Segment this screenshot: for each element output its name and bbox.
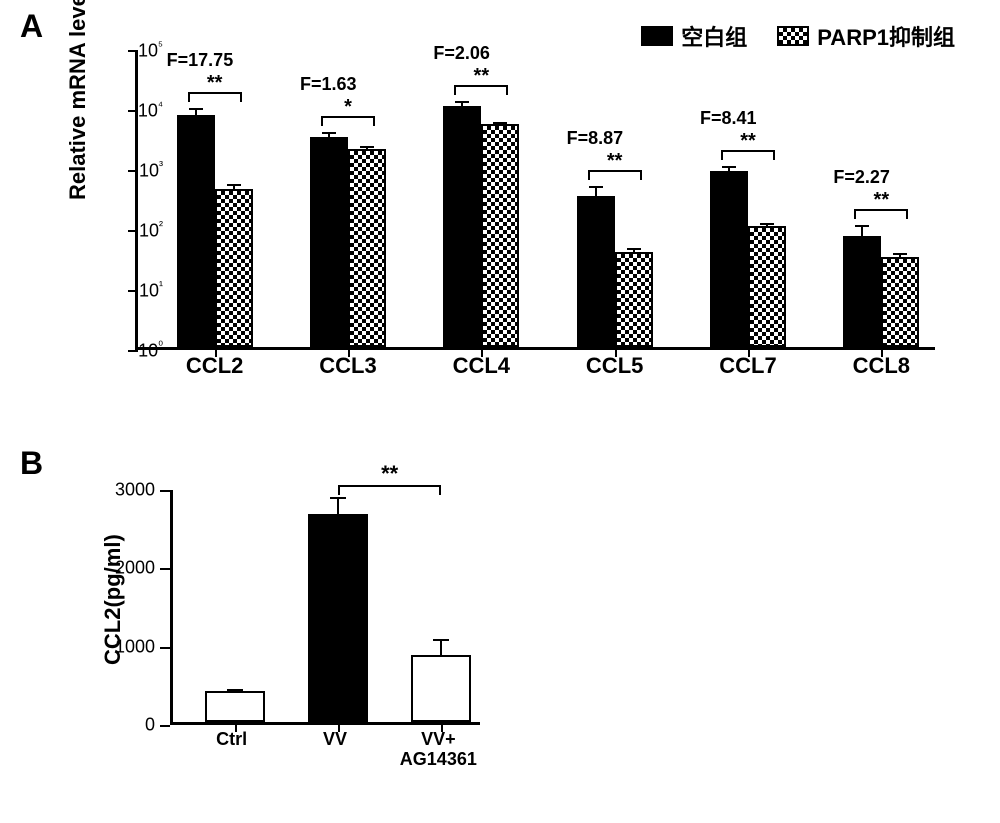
f-stat: F=2.27	[833, 167, 890, 188]
legend-label-blank: 空白组	[681, 20, 747, 52]
ytick	[128, 170, 138, 172]
bar	[205, 691, 265, 722]
legend-swatch-solid	[641, 26, 673, 46]
f-stat: F=8.41	[700, 108, 757, 129]
bar-parp1	[348, 149, 386, 347]
ytick-label: 0	[145, 715, 155, 736]
category-label: VV	[285, 730, 385, 750]
bar-parp1	[215, 189, 253, 347]
legend-label-parp1: PARP1抑制组	[817, 20, 955, 52]
legend-swatch-checker	[777, 26, 809, 46]
category-label: CCL3	[298, 353, 398, 379]
bar	[308, 514, 368, 722]
ytick	[128, 350, 138, 352]
f-stat: F=8.87	[567, 128, 624, 149]
bar-blank	[577, 196, 615, 347]
ytick-label: 10³	[139, 159, 163, 182]
ytick	[160, 568, 170, 570]
ytick-label: 10²	[139, 219, 163, 242]
ytick	[128, 110, 138, 112]
category-label: CCL2	[165, 353, 265, 379]
panel-a-ylabel: Relative mRNA levels	[65, 0, 91, 200]
sig-label: **	[861, 189, 901, 212]
bar	[411, 655, 471, 722]
bar-blank	[443, 106, 481, 347]
panel-b: CCL2(pg/ml) ** 0100020003000CtrlVVVV+AG1…	[55, 470, 535, 800]
legend-item-blank: 空白组	[641, 20, 747, 52]
ytick	[128, 290, 138, 292]
panel-b-label: B	[20, 445, 43, 482]
ytick-label: 3000	[115, 480, 155, 501]
legend-a: 空白组 PARP1抑制组	[641, 20, 955, 52]
sig-label: **	[381, 461, 398, 487]
bar-blank	[843, 236, 881, 347]
bar-blank	[310, 137, 348, 347]
bar-parp1	[615, 252, 653, 347]
ytick	[160, 725, 170, 727]
ytick-label: 2000	[115, 558, 155, 579]
sig-label: **	[195, 72, 235, 95]
legend-item-parp1: PARP1抑制组	[777, 20, 955, 52]
ytick-label: 10⁴	[138, 99, 163, 122]
category-label: CCL8	[831, 353, 931, 379]
sig-label: **	[461, 65, 501, 88]
bar-blank	[710, 171, 748, 347]
bar-parp1	[881, 257, 919, 347]
category-label: CCL5	[565, 353, 665, 379]
bar-parp1	[748, 226, 786, 347]
ytick-label: 10⁰	[138, 339, 163, 362]
sig-label: *	[328, 96, 368, 119]
category-label: CCL4	[431, 353, 531, 379]
category-label: CCL7	[698, 353, 798, 379]
panel-a: 空白组 PARP1抑制组 Relative mRNA levels CCL2**…	[55, 20, 975, 420]
panel-a-label: A	[20, 8, 43, 45]
bar-blank	[177, 115, 215, 348]
ytick-label: 1000	[115, 636, 155, 657]
ytick	[160, 647, 170, 649]
sig-label: **	[728, 130, 768, 153]
panel-b-chart: **	[170, 490, 480, 725]
f-stat: F=1.63	[300, 74, 357, 95]
ytick	[160, 490, 170, 492]
ytick-label: 10⁵	[138, 39, 163, 62]
ytick	[128, 230, 138, 232]
category-label: Ctrl	[182, 730, 282, 750]
category-label: VV+AG14361	[388, 730, 488, 770]
ytick-label: 10¹	[139, 279, 163, 302]
f-stat: F=2.06	[433, 43, 490, 64]
bar-parp1	[481, 124, 519, 347]
f-stat: F=17.75	[167, 50, 234, 71]
ytick	[128, 50, 138, 52]
sig-label: **	[595, 150, 635, 173]
panel-a-chart: CCL2**F=17.75CCL3*F=1.63CCL4**F=2.06CCL5…	[135, 50, 935, 350]
